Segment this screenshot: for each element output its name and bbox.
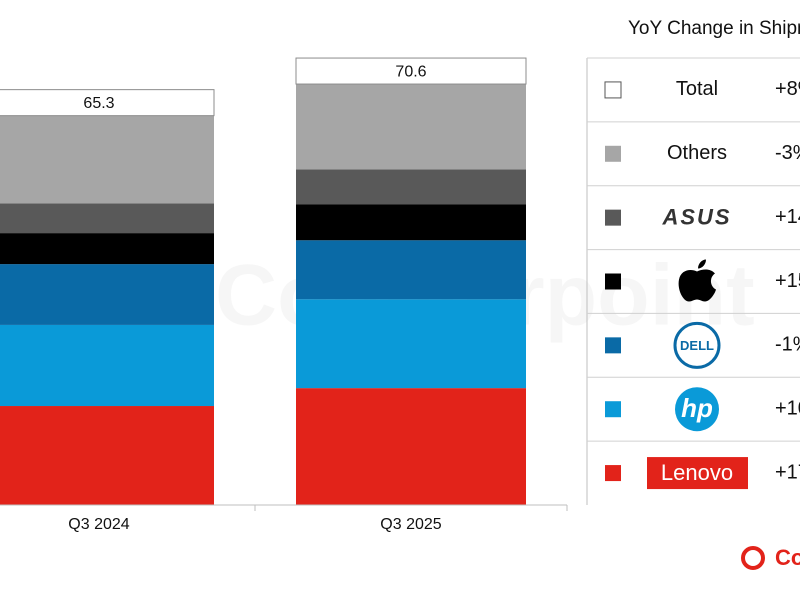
bar-segment xyxy=(296,169,526,205)
x-tick-label: Q3 2025 xyxy=(380,516,441,533)
legend-swatch xyxy=(605,337,621,354)
bar-segment xyxy=(0,406,214,505)
legend-label: DELL xyxy=(680,338,714,353)
legend-title: YoY Change in Shipments xyxy=(628,18,800,39)
legend-swatch xyxy=(605,465,621,482)
total-label: 65.3 xyxy=(83,95,114,112)
x-tick-label: Q3 2024 xyxy=(68,516,129,533)
yoy-label: +15% xyxy=(775,270,800,292)
apple-logo xyxy=(678,259,716,302)
yoy-label: +14% xyxy=(775,206,800,228)
total-box xyxy=(0,89,215,117)
hp-logo xyxy=(675,387,719,432)
total-box xyxy=(295,57,527,85)
total-label: 70.6 xyxy=(395,63,426,80)
legend-swatch xyxy=(605,145,621,162)
lenovo-logo xyxy=(647,457,748,490)
bar-segment xyxy=(0,115,214,204)
brand-icon xyxy=(741,546,765,570)
brand: Counterpoint xyxy=(775,545,800,570)
bar-segment xyxy=(296,299,526,389)
bar-segment xyxy=(296,388,526,505)
legend-label: Others xyxy=(667,142,727,164)
legend-label: Lenovo xyxy=(661,460,733,485)
yoy-label: +17% xyxy=(775,461,800,483)
legend-label: Total xyxy=(676,78,718,100)
legend-swatch xyxy=(605,401,621,418)
legend-label: hp xyxy=(681,393,713,423)
bar-segment xyxy=(0,324,214,407)
dell-logo xyxy=(673,321,721,369)
legend-swatch xyxy=(604,81,622,99)
bar-segment xyxy=(296,240,526,300)
yoy-label: +8% xyxy=(775,78,800,100)
yoy-label: -1% xyxy=(775,334,800,356)
bar-segment xyxy=(0,233,214,265)
yoy-label: -3% xyxy=(775,142,800,164)
bar-segment xyxy=(296,204,526,241)
legend-swatch xyxy=(605,209,621,226)
bar-segment xyxy=(0,203,214,234)
legend-label: ASUS xyxy=(661,204,731,229)
bar-segment xyxy=(0,264,214,325)
yoy-label: +10% xyxy=(775,397,800,419)
legend-swatch xyxy=(605,273,621,290)
bar-segment xyxy=(296,84,526,170)
